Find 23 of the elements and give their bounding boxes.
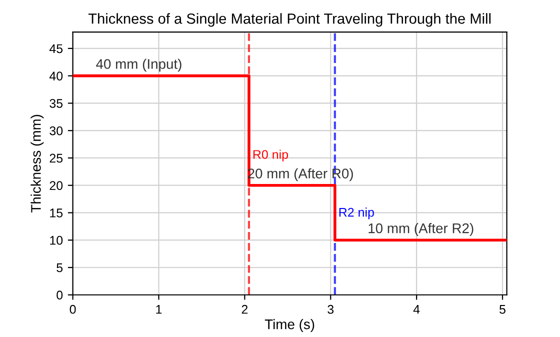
chart-title: Thickness of a Single Material Point Traveling Through the Mill [88,13,491,27]
y-tick-label: 40 [49,72,63,80]
x-tick-label: 3 [328,304,334,314]
y-tick-label: 10 [50,236,63,245]
ref-line-label: R0 nip [253,150,288,162]
y-tick-label: 25 [50,154,63,163]
x-tick-label: 5 [500,305,506,314]
y-tick-label: 20 [50,181,63,190]
x-tick-label: 2 [242,304,248,314]
x-axis-title: Time (s) [264,319,314,332]
y-tick-label: 15 [50,208,63,218]
ref-line-label: R2 nip [339,208,374,220]
annotation: 40 mm (Input) [96,58,182,72]
y-tick-label: 35 [50,99,63,108]
y-tick-label: 0 [56,290,63,300]
annotation: 10 mm (After R2) [368,223,474,236]
x-tick-label: 4 [413,305,420,314]
y-axis-title: Thickness (mm) [30,114,44,213]
x-tick-label: 0 [70,304,76,314]
y-tick-label: 30 [50,126,63,136]
y-tick-label: 5 [56,263,63,272]
x-tick-label: 1 [156,305,162,314]
y-tick-label: 45 [49,44,63,54]
